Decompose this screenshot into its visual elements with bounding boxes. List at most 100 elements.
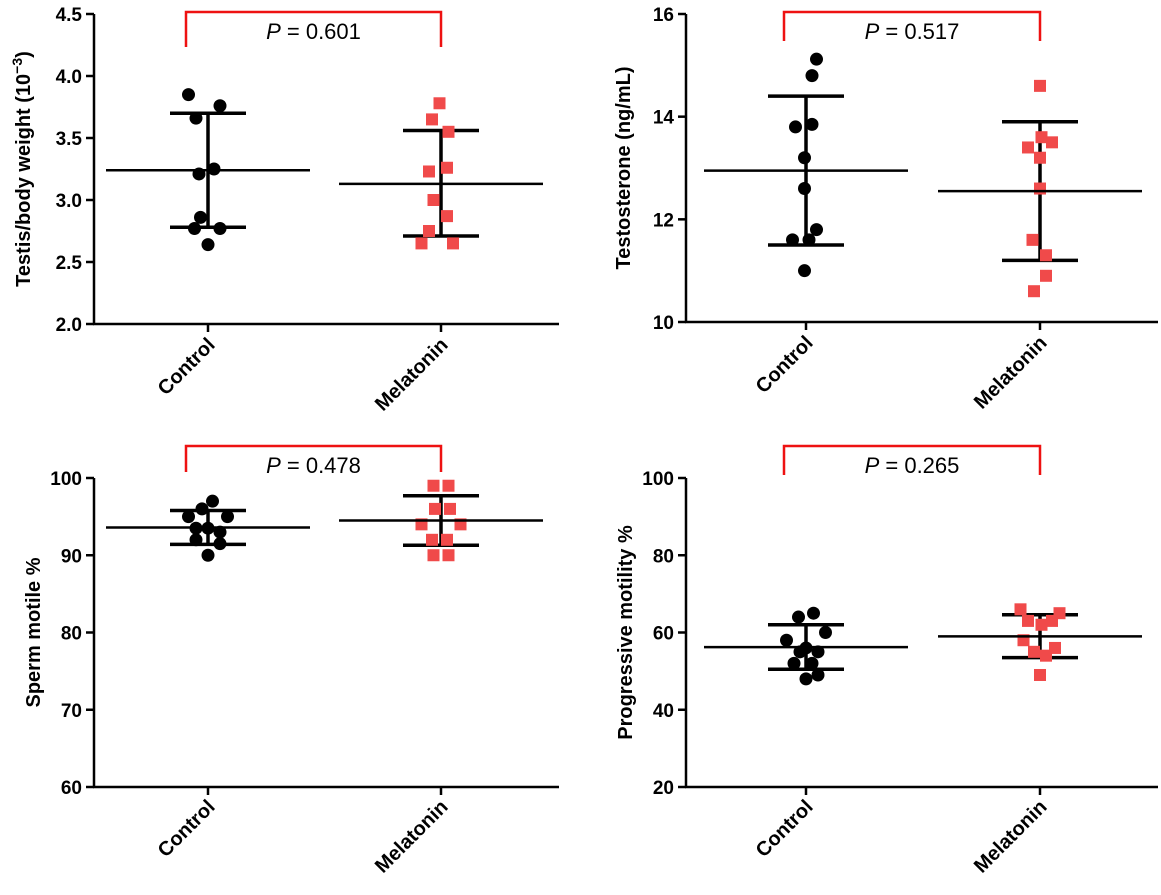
data-point-control xyxy=(786,233,799,247)
y-axis-label: Testosterone (ng/mL) xyxy=(613,67,635,270)
data-point-melatonin xyxy=(427,549,440,562)
data-point-control xyxy=(213,525,227,539)
data-point-melatonin xyxy=(444,502,456,515)
data-point-control xyxy=(206,494,219,508)
p-value-label: P = 0.517 xyxy=(865,19,960,44)
data-point-melatonin xyxy=(1040,249,1052,262)
p-value-label: P = 0.478 xyxy=(266,453,361,478)
data-point-melatonin xyxy=(1022,141,1034,154)
data-point-melatonin xyxy=(441,533,453,546)
y-axis-label-main: Progressive motility % xyxy=(615,525,637,740)
data-point-melatonin xyxy=(1034,182,1046,195)
data-point-control xyxy=(201,548,215,562)
category-label-control: Control xyxy=(752,332,818,398)
y-tick-label: 100 xyxy=(642,469,674,490)
significance-bracket xyxy=(184,444,443,472)
y-tick-label: 100 xyxy=(50,469,82,490)
significance-bracket xyxy=(782,444,1042,475)
chart-panel-1: 2.0 2.5 3.0 3.5 4.0 4.5 Control Melatonin Testis… xyxy=(9,5,559,416)
data-point-control xyxy=(810,52,823,66)
y-axis-label: Progressive motility % xyxy=(615,525,637,740)
data-point-melatonin xyxy=(442,125,455,138)
data-point-melatonin xyxy=(1028,285,1040,298)
data-point-control xyxy=(807,606,820,620)
data-point-melatonin xyxy=(1040,269,1052,282)
data-point-control xyxy=(182,88,195,102)
data-point-control xyxy=(811,645,825,659)
data-point-melatonin xyxy=(427,194,440,206)
y-tick-label: 20 xyxy=(653,778,674,799)
y-axis-label: Sperm motile % xyxy=(23,557,45,707)
data-point-control xyxy=(787,656,801,670)
data-point-melatonin xyxy=(1034,668,1046,681)
data-point-control xyxy=(189,111,203,125)
data-point-control xyxy=(802,233,816,247)
y-axis-label-exponent: −3 xyxy=(9,58,25,74)
data-point-melatonin xyxy=(1034,151,1046,164)
y-tick-label: 3.0 xyxy=(56,191,82,212)
data-point-melatonin xyxy=(1014,603,1027,616)
p-value-number: = 0.517 xyxy=(879,19,959,44)
data-point-melatonin xyxy=(1046,136,1058,149)
p-value-number: = 0.601 xyxy=(281,19,361,44)
p-value-number: = 0.265 xyxy=(879,453,959,478)
chart-panel-2: 10 12 14 16 Control Melatonin Testosterone (ng… xyxy=(613,5,1158,414)
p-value-symbol: P xyxy=(865,453,880,478)
y-axis-label-main: Testis/body weight (10 xyxy=(13,74,35,287)
data-point-melatonin xyxy=(427,479,440,492)
data-point-melatonin xyxy=(426,533,438,546)
data-point-melatonin xyxy=(447,237,459,250)
y-tick-label: 2.0 xyxy=(56,315,82,336)
data-point-melatonin xyxy=(442,479,455,492)
data-point-melatonin xyxy=(433,97,446,110)
y-axis-label-close: ) xyxy=(13,51,35,58)
y-tick-label: 10 xyxy=(653,313,674,334)
y-tick-label: 60 xyxy=(653,624,674,645)
data-point-melatonin xyxy=(1034,79,1046,92)
category-label-melatonin: Melatonin xyxy=(970,796,1052,878)
data-point-melatonin xyxy=(423,225,435,237)
y-tick-label: 2.5 xyxy=(56,253,83,274)
data-point-control xyxy=(194,210,207,224)
data-point-control xyxy=(805,656,819,670)
significance-bracket xyxy=(782,10,1042,41)
data-point-control xyxy=(221,510,234,524)
p-value-symbol: P xyxy=(266,19,281,44)
data-point-melatonin xyxy=(1028,645,1040,658)
chart-panel-3: 60 70 80 90 100 Control Melatonin Sperm motile … xyxy=(23,444,559,878)
data-point-control xyxy=(810,223,823,237)
y-tick-label: 90 xyxy=(61,546,82,567)
category-label-control: Control xyxy=(154,334,220,400)
y-tick-label: 16 xyxy=(653,5,674,26)
category-label-control: Control xyxy=(154,796,220,862)
data-point-control xyxy=(182,510,195,524)
data-point-control xyxy=(188,222,201,236)
data-point-control xyxy=(798,264,811,278)
y-tick-label: 3.5 xyxy=(56,129,83,150)
p-value-symbol: P xyxy=(266,453,281,478)
y-axis-label: Testis/body weight (10−3) xyxy=(9,51,35,287)
data-point-melatonin xyxy=(415,237,428,250)
category-label-control: Control xyxy=(752,796,818,862)
data-point-melatonin xyxy=(1035,131,1048,144)
data-point-melatonin xyxy=(441,161,453,174)
data-point-melatonin xyxy=(1035,618,1048,631)
data-point-control xyxy=(799,672,813,686)
y-axis-label-main: Testosterone (ng/mL) xyxy=(613,67,635,270)
y-tick-label: 70 xyxy=(61,701,82,722)
category-label-melatonin: Melatonin xyxy=(371,334,453,416)
p-value-symbol: P xyxy=(865,19,880,44)
data-point-control xyxy=(213,537,227,551)
p-value-label: P = 0.601 xyxy=(266,19,361,44)
data-point-control xyxy=(201,238,215,252)
data-point-control xyxy=(811,668,825,682)
data-point-control xyxy=(213,99,227,113)
y-tick-label: 40 xyxy=(653,701,674,722)
data-point-control xyxy=(798,182,811,196)
chart-panel-4: 20 40 60 80 100 Control Melatonin Progressive m… xyxy=(615,444,1158,878)
data-point-control xyxy=(792,610,805,624)
data-point-control xyxy=(819,626,832,639)
data-point-control xyxy=(805,69,819,83)
data-point-control xyxy=(213,222,227,236)
